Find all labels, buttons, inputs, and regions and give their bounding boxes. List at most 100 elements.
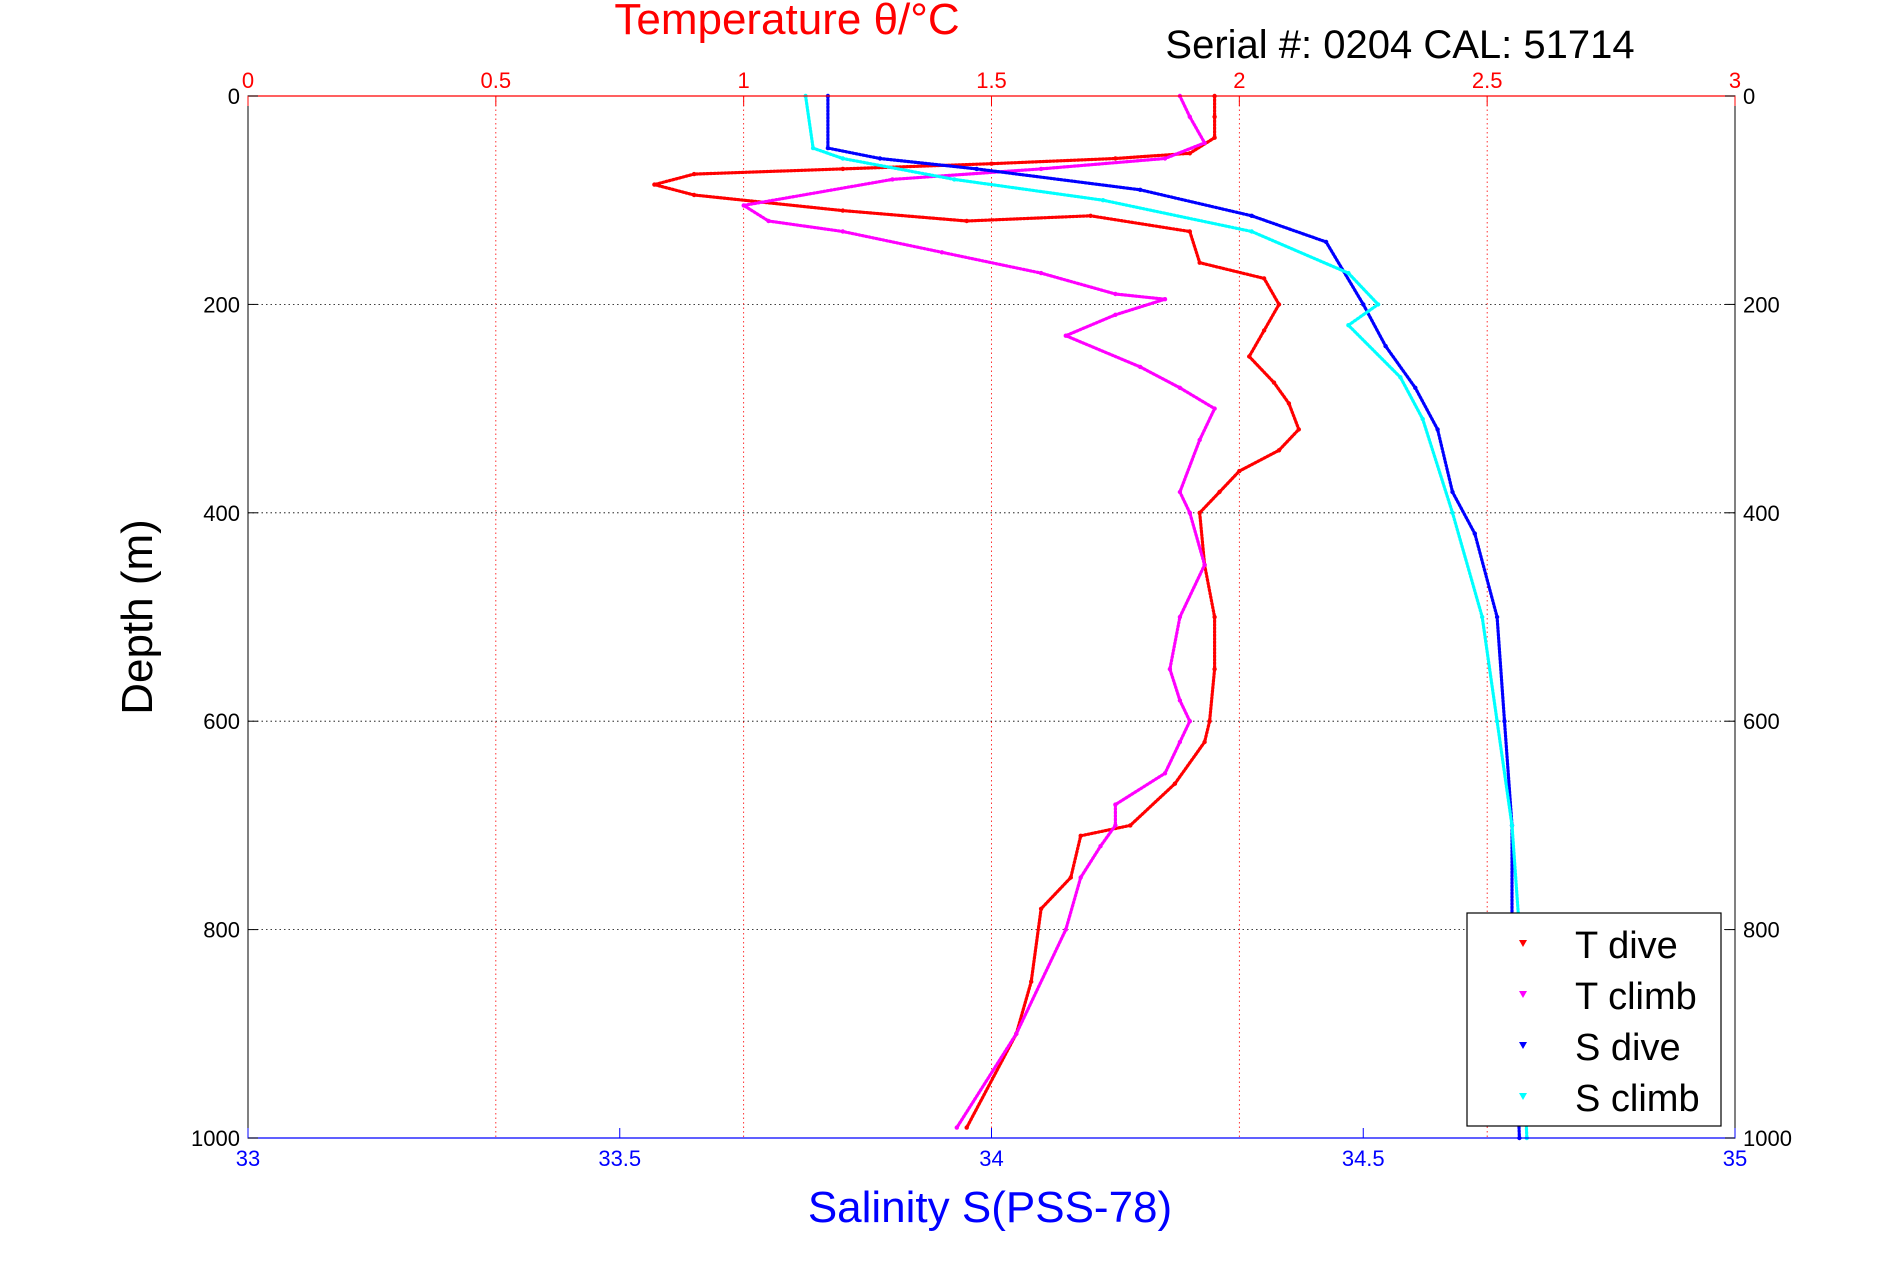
salinity-tick-label: 33.5 xyxy=(598,1146,641,1171)
series-t-dive-point xyxy=(1212,135,1217,140)
series-t-dive-point xyxy=(1128,823,1133,828)
series-t-dive-point xyxy=(1029,979,1034,984)
series-t-climb-point xyxy=(1177,385,1183,390)
depth-tick-label-left: 400 xyxy=(203,501,240,526)
series-s-climb-point xyxy=(1509,823,1515,828)
depth-axis-title: Depth (m) xyxy=(113,519,162,715)
salinity-tick-label: 33 xyxy=(236,1146,260,1171)
series-t-climb-point xyxy=(1063,927,1069,932)
temperature-tick-label: 2.5 xyxy=(1472,68,1503,93)
legend-label: S dive xyxy=(1575,1027,1681,1069)
grid-lines xyxy=(248,96,1735,1138)
series-t-dive-point xyxy=(1038,906,1044,911)
series-t-dive-point xyxy=(1187,229,1193,234)
series-t-climb-point xyxy=(1098,844,1103,849)
series-s-dive-point xyxy=(1494,614,1500,620)
series-s-climb-point xyxy=(1249,229,1254,234)
series-t-dive-point xyxy=(1247,354,1252,359)
temperature-tick-label: 1.5 xyxy=(976,68,1007,93)
series-t-dive-point xyxy=(1187,151,1193,156)
series-s-climb-point xyxy=(1346,323,1351,328)
series-s-dive-point xyxy=(1502,719,1507,724)
series-t-climb-point xyxy=(1177,614,1183,620)
series-t-dive-point xyxy=(1212,666,1217,672)
depth-tick-label-left: 200 xyxy=(203,292,240,317)
series-t-dive-point xyxy=(1212,614,1217,620)
series-s-climb-point xyxy=(1420,416,1425,422)
series-t-climb-point xyxy=(1038,166,1044,172)
legend: T dive T climb S dive S climb xyxy=(1466,912,1722,1127)
series-t-dive-point xyxy=(1261,276,1267,281)
series-t-climb-point xyxy=(1113,291,1118,297)
series-t-climb-point xyxy=(1187,719,1193,724)
series-t-climb-point xyxy=(1167,666,1173,672)
series-t-climb-point xyxy=(954,1125,959,1130)
series-s-climb-point xyxy=(1480,614,1485,620)
temperature-axis-title: Temperature θ/°C xyxy=(614,0,959,44)
series-s-dive-point xyxy=(1138,187,1143,192)
series-t-climb-point xyxy=(1202,140,1207,146)
series-t-climb-point xyxy=(1162,156,1168,161)
series-t-climb-point xyxy=(1038,270,1044,276)
depth-tick-label-left: 0 xyxy=(228,84,240,109)
series-t-climb-point xyxy=(939,250,945,255)
depth-tick-label-right: 200 xyxy=(1743,292,1780,317)
series-s-dive-point xyxy=(1323,239,1329,245)
series-t-climb-point xyxy=(890,177,895,182)
depth-tick-label-left: 800 xyxy=(203,918,240,943)
series-t-dive-point xyxy=(1276,302,1282,307)
temperature-tick-label: 0.5 xyxy=(481,68,512,93)
salinity-tick-label: 34.5 xyxy=(1342,1146,1385,1171)
salinity-axis-title: Salinity S(PSS-78) xyxy=(808,1183,1172,1232)
series-t-dive-point xyxy=(691,192,697,198)
series-t-dive-point xyxy=(691,171,697,177)
series-s-dive-point xyxy=(974,166,979,172)
series-t-dive-point xyxy=(1172,781,1178,786)
series-s-climb-point xyxy=(1398,375,1403,380)
legend-box xyxy=(1466,912,1722,1127)
series-t-dive-point xyxy=(1296,427,1302,432)
series-s-dive-line xyxy=(826,94,1521,1140)
depth-tick-label-right: 600 xyxy=(1743,709,1780,734)
series-s-climb-point xyxy=(952,177,957,182)
series-t-climb-point xyxy=(1187,510,1193,515)
series-s-climb-point xyxy=(1494,719,1500,724)
series-t-climb-point xyxy=(1162,297,1168,302)
series-t-dive-point xyxy=(1202,739,1207,745)
series-t-dive-point xyxy=(840,166,845,172)
series-t-dive-point xyxy=(964,1125,969,1130)
temperature-tick-label: 0 xyxy=(242,68,254,93)
series-t-dive-point xyxy=(1237,468,1242,474)
series-s-dive-point xyxy=(1450,489,1455,495)
series-t-climb-point xyxy=(840,229,845,234)
series-t-dive-point xyxy=(1068,875,1074,880)
series-t-climb-point xyxy=(741,203,746,208)
series-t-dive-point xyxy=(840,208,845,213)
legend-label: T climb xyxy=(1575,976,1697,1018)
temperature-tick-label: 1 xyxy=(738,68,750,93)
serial-text: Serial #: 0204 CAL: 51714 xyxy=(1165,23,1634,67)
depth-tick-label-right: 800 xyxy=(1743,918,1780,943)
series-s-dive-point xyxy=(1413,385,1418,390)
series-t-climb-point xyxy=(1162,771,1168,776)
series-s-dive-point xyxy=(1383,343,1388,349)
series-t-climb-point xyxy=(1202,562,1207,568)
series-s-climb-point xyxy=(1346,270,1351,276)
depth-tick-label-left: 600 xyxy=(203,709,240,734)
series-s-climb-point xyxy=(810,145,816,151)
series-s-climb-point xyxy=(1375,302,1381,307)
series-s-climb-point xyxy=(1450,510,1455,515)
legend-marker xyxy=(1519,991,1527,998)
legend-label: S climb xyxy=(1575,1078,1700,1120)
series-s-dive-point xyxy=(1249,213,1254,218)
series-t-dive-point xyxy=(1207,719,1212,724)
series-t-climb-point xyxy=(1197,437,1202,443)
series-t-dive-point xyxy=(989,161,994,166)
series-s-climb-point xyxy=(1100,198,1106,203)
series-s-dive-point xyxy=(825,145,831,151)
depth-tick-label-left: 1000 xyxy=(191,1126,240,1151)
series-t-dive-point xyxy=(1217,489,1222,495)
series-t-dive-point xyxy=(1212,114,1217,120)
series-t-climb-point xyxy=(1014,1031,1019,1037)
